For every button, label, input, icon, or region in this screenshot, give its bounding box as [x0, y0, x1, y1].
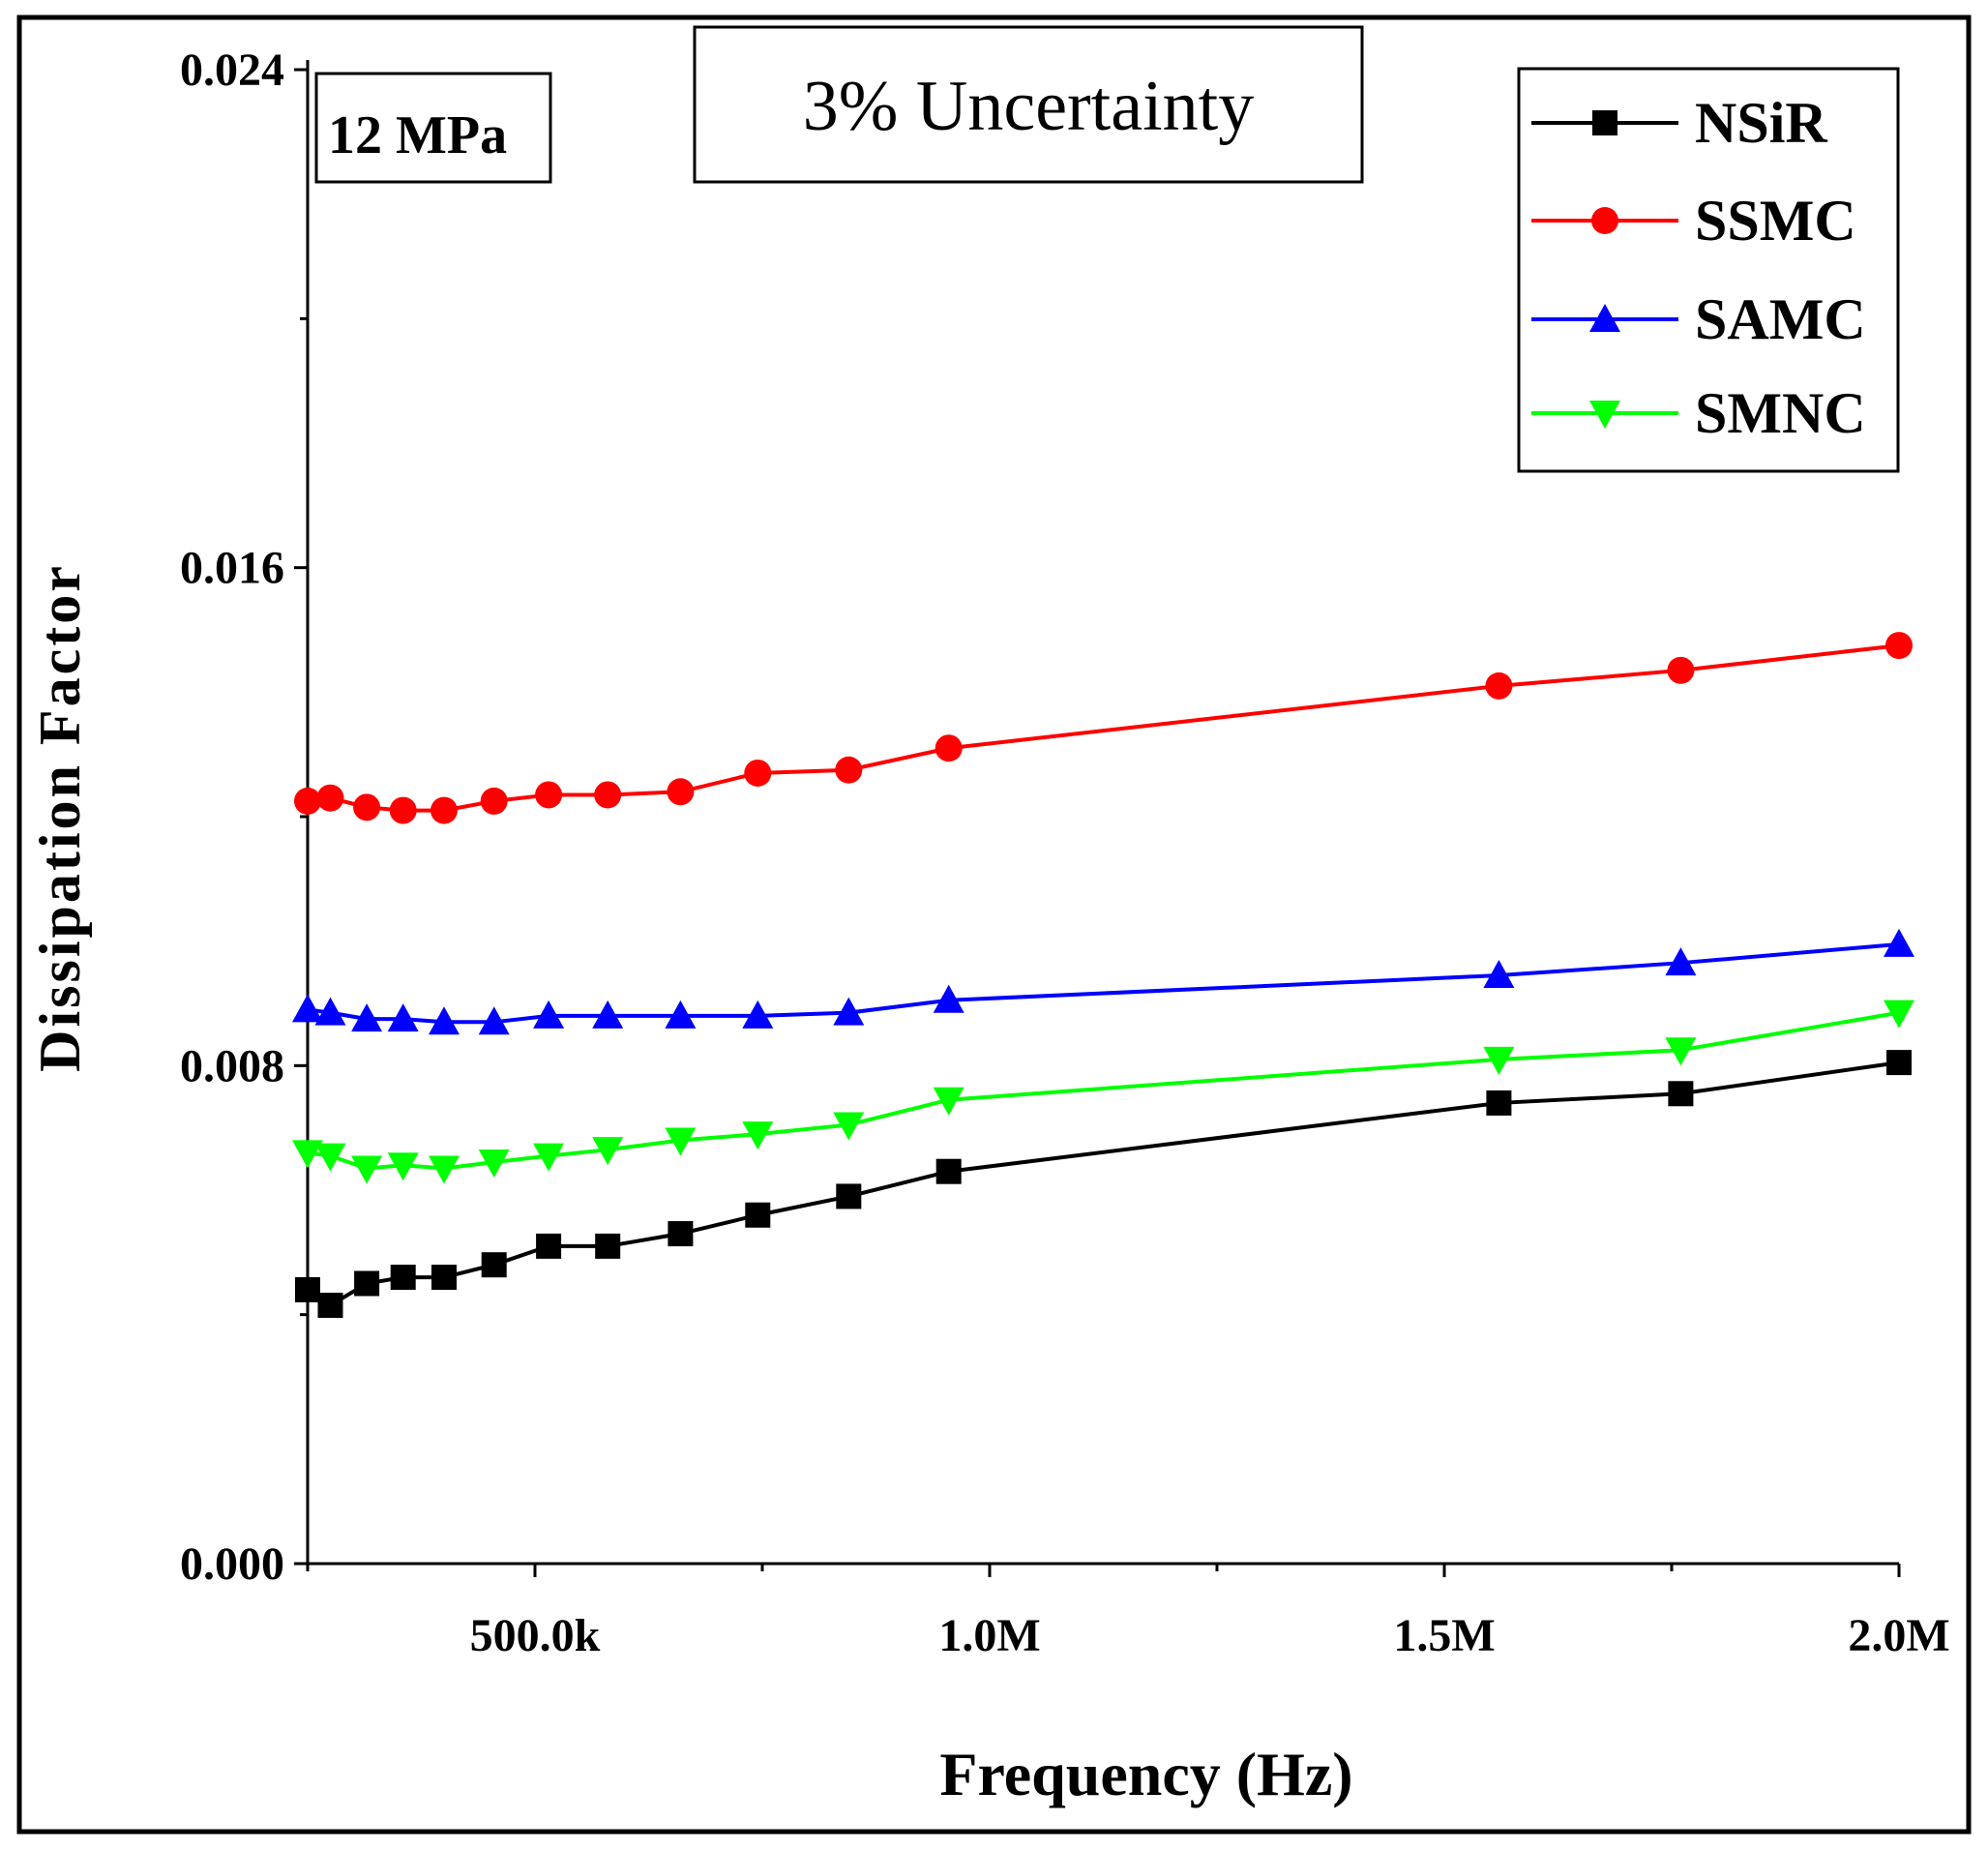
data-point-smnc	[592, 1137, 624, 1166]
data-point-ssmc	[480, 787, 508, 815]
data-point-samc	[742, 1000, 774, 1029]
data-point-samc	[351, 1003, 383, 1032]
data-point-samc	[533, 1000, 565, 1029]
data-point-ssmc	[835, 756, 863, 784]
data-point-ssmc	[667, 778, 695, 806]
data-point-nsir	[1886, 1050, 1912, 1076]
data-point-ssmc	[594, 781, 622, 809]
data-point-smnc	[387, 1152, 419, 1181]
data-point-nsir	[481, 1252, 507, 1278]
legend-entry-smnc: SMNC	[1531, 381, 1866, 445]
data-point-ssmc	[1667, 656, 1695, 684]
series-nsir	[295, 1050, 1912, 1319]
legend-marker-nsir	[1592, 110, 1617, 135]
series-smnc	[292, 1000, 1914, 1184]
axes-layer: 0.000 0.008 0.016 0.024 500.0k 1.0M 1.5M 2.0M	[180, 45, 1950, 1661]
y-tick-label: 0.000	[180, 1538, 284, 1590]
data-point-smnc	[833, 1112, 865, 1141]
data-point-ssmc	[1485, 672, 1513, 700]
data-point-nsir	[536, 1233, 562, 1259]
data-point-samc	[478, 1006, 510, 1035]
data-point-smnc	[314, 1143, 346, 1172]
legend-marker-ssmc	[1591, 207, 1618, 234]
data-point-smnc	[351, 1155, 383, 1184]
data-point-ssmc	[389, 796, 417, 824]
data-point-smnc	[533, 1143, 565, 1172]
data-point-nsir	[836, 1183, 862, 1209]
data-point-smnc	[429, 1155, 460, 1184]
data-point-ssmc	[353, 793, 381, 821]
x-tick-label: 500.0k	[470, 1610, 601, 1661]
data-point-ssmc	[294, 787, 321, 815]
legend-label-smnc: SMNC	[1695, 381, 1866, 445]
pressure-annotation-box	[314, 72, 552, 184]
data-point-nsir	[1668, 1081, 1694, 1107]
data-point-nsir	[668, 1221, 694, 1247]
legend-label-samc: SAMC	[1695, 287, 1866, 351]
x-tick-label: 1.0M	[938, 1610, 1040, 1661]
data-point-smnc	[933, 1087, 964, 1116]
legend-label-ssmc: SSMC	[1695, 189, 1856, 253]
pressure-annotation: 12 MPa	[328, 105, 507, 165]
uncertainty-annotation-box	[693, 25, 1364, 184]
legend: NSiR SSMC SAMC SMNC	[1517, 67, 1900, 473]
data-point-smnc	[1884, 1000, 1914, 1029]
legend-entry-samc: SAMC	[1531, 287, 1866, 351]
data-point-smnc	[1665, 1037, 1697, 1066]
legend-marker-smnc	[1589, 401, 1620, 429]
data-point-nsir	[1486, 1090, 1512, 1116]
x-tick-label: 1.5M	[1393, 1610, 1495, 1661]
legend-label-nsir: NSiR	[1695, 91, 1827, 155]
data-point-samc	[292, 994, 323, 1023]
data-point-samc	[833, 997, 865, 1026]
data-point-nsir	[390, 1265, 416, 1291]
data-point-nsir	[295, 1276, 320, 1302]
y-tick-label: 0.008	[180, 1040, 284, 1091]
data-point-nsir	[935, 1158, 962, 1184]
y-tick-label: 0.024	[180, 45, 284, 96]
uncertainty-annotation: 3% Uncertainty	[803, 67, 1254, 146]
data-point-smnc	[742, 1121, 774, 1150]
x-axis-label: Frequency (Hz)	[939, 1740, 1352, 1808]
data-point-nsir	[317, 1293, 343, 1319]
data-point-nsir	[745, 1202, 771, 1228]
data-point-nsir	[431, 1265, 457, 1291]
series-samc	[292, 928, 1914, 1035]
data-point-ssmc	[935, 734, 963, 762]
data-point-ssmc	[744, 759, 772, 787]
data-point-samc	[933, 984, 964, 1013]
legend-marker-samc	[1589, 304, 1620, 332]
data-point-smnc	[478, 1149, 510, 1179]
data-point-samc	[314, 997, 346, 1026]
data-point-ssmc	[535, 781, 563, 809]
data-point-samc	[1884, 928, 1914, 957]
data-point-ssmc	[430, 796, 458, 824]
legend-entry-nsir: NSiR	[1531, 91, 1827, 155]
data-point-samc	[1665, 947, 1697, 976]
series-layer	[292, 632, 1914, 1319]
data-point-samc	[1483, 960, 1515, 989]
data-point-smnc	[1483, 1046, 1515, 1075]
x-tick-label: 2.0M	[1848, 1610, 1949, 1661]
data-point-nsir	[354, 1270, 380, 1297]
data-point-smnc	[665, 1127, 697, 1156]
legend-entry-ssmc: SSMC	[1531, 189, 1856, 253]
data-point-samc	[592, 1000, 624, 1029]
legend-box	[1517, 67, 1900, 473]
data-point-ssmc	[316, 784, 344, 812]
data-point-samc	[387, 1003, 419, 1032]
series-ssmc	[294, 632, 1913, 824]
y-axis-label: Dissipation Factor	[28, 563, 92, 1072]
data-point-smnc	[292, 1140, 323, 1169]
y-tick-label: 0.016	[180, 543, 284, 594]
data-point-nsir	[595, 1233, 621, 1259]
data-point-ssmc	[1885, 632, 1913, 660]
data-point-samc	[429, 1006, 460, 1035]
data-point-samc	[665, 1000, 697, 1029]
